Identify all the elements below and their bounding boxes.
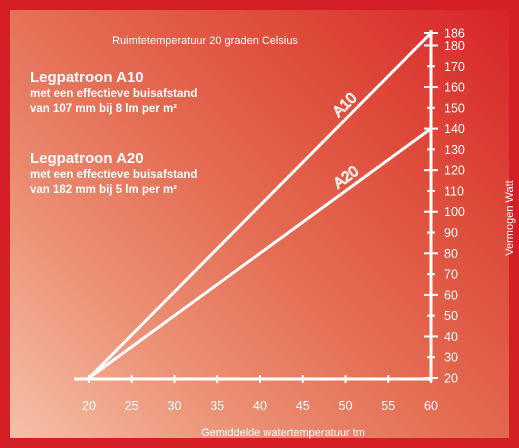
y-tick-label: 130 [444,143,465,157]
x-axis-label: Gemiddelde watertemperatuur tm [201,427,365,439]
x-tick-label: 40 [253,399,267,413]
legend-a20-line2: van 182 mm bij 5 lm per m² [30,184,177,196]
legend-a20-title: Legpatroon A20 [30,150,144,167]
series-label-a10: A10 [329,89,360,120]
y-tick-label: 60 [444,288,458,302]
legend-a10-line1: met een effectieve buisafstand [30,88,197,100]
y-tick-label: 80 [444,247,458,261]
y-tick-label: 100 [444,205,465,219]
x-tick-label: 25 [125,399,139,413]
x-tick-label: 45 [296,399,310,413]
series-label-a20: A20 [330,163,362,192]
y-tick-label: 50 [444,309,458,323]
series-line-a20 [87,127,433,380]
legend-a20-line1: met een effectieve buisafstand [30,169,197,181]
legend-a10-title: Legpatroon A10 [30,69,144,86]
chart-title: Ruimtetemperatuur 20 graden Celsius [112,35,298,47]
x-tick-label: 55 [381,399,395,413]
x-tick-label: 35 [210,399,224,413]
y-tick-label: 186 [444,27,465,41]
y-tick-label: 70 [444,268,458,282]
y-tick-label: 20 [444,372,458,386]
y-tick-label: 140 [444,122,465,136]
chart-panel [10,10,509,438]
y-tick-label: 30 [444,351,458,365]
x-tick-label: 30 [168,399,182,413]
x-tick-label: 20 [82,399,96,413]
y-tick-label: 160 [444,81,465,95]
y-tick-label: 120 [444,164,465,178]
y-tick-label: 150 [444,101,465,115]
legend-a10-line2: van 107 mm bij 8 lm per m² [30,103,177,115]
y-tick-label: 170 [444,60,465,74]
y-tick-label: 180 [444,39,465,53]
x-tick-label: 50 [339,399,353,413]
y-tick-label: 110 [444,184,464,198]
y-tick-label: 40 [444,330,458,344]
series-line-a10 [87,31,433,380]
y-axis-label: Vermogen Watt [504,180,516,255]
x-tick-label: 60 [424,399,438,413]
y-tick-label: 90 [444,226,458,240]
